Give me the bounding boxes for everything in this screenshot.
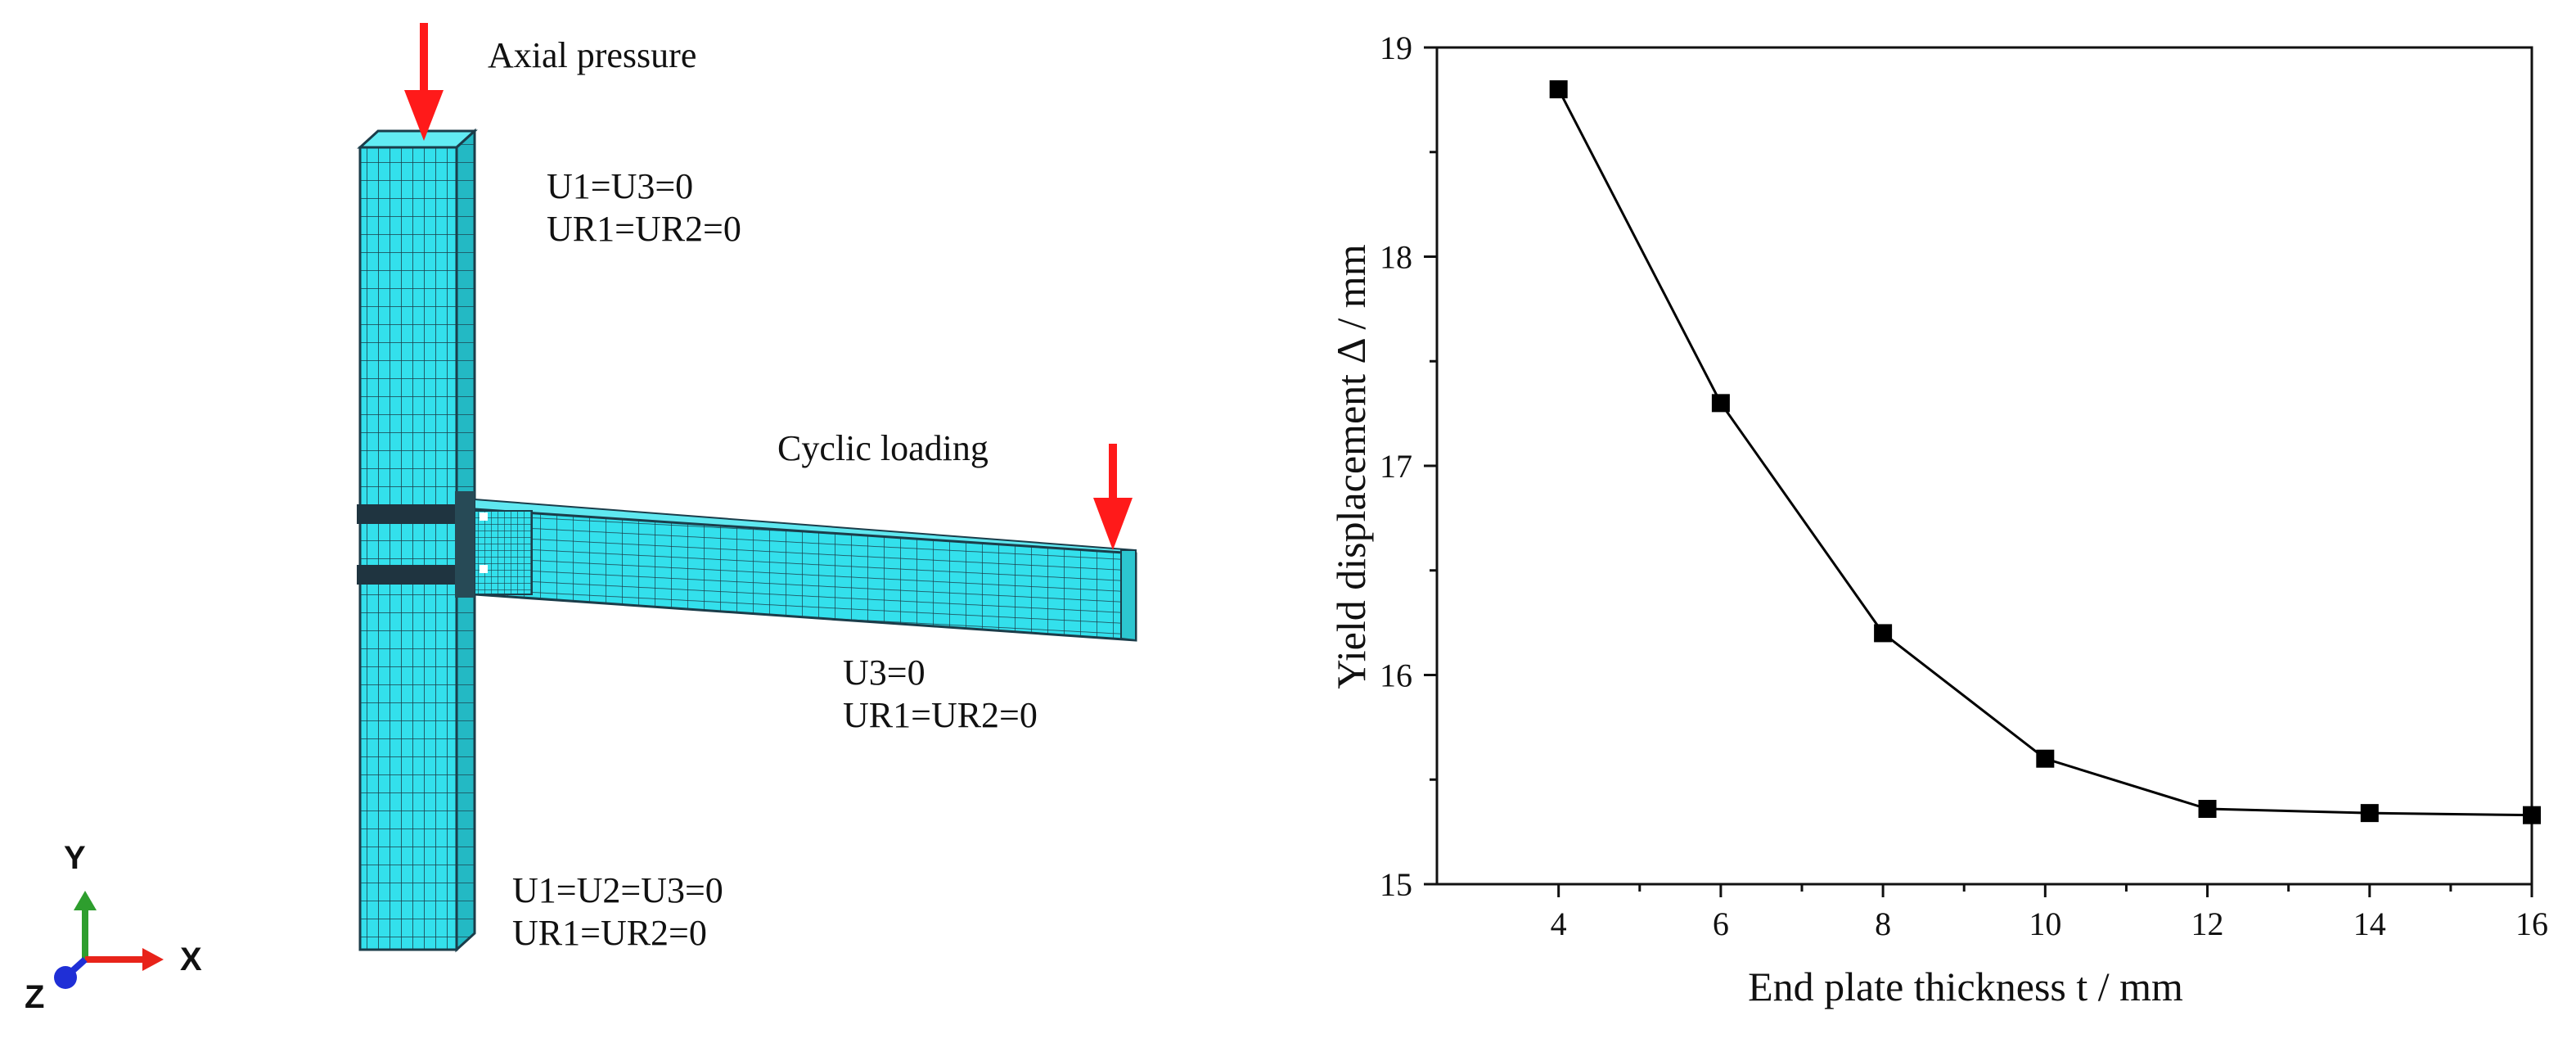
column-top-bc-line1: U1=U3=0 — [547, 166, 694, 206]
x-tick-label: 14 — [2353, 905, 2386, 942]
data-point-marker — [1874, 624, 1893, 643]
z-axis-dot-icon — [54, 966, 77, 989]
y-tick-label: 17 — [1380, 448, 1412, 485]
data-point-marker — [2523, 806, 2541, 824]
triad-x-label: X — [180, 941, 202, 978]
data-point-marker — [2360, 804, 2379, 823]
chart-y-axis-label: Yield displacement Δ / mm — [1328, 244, 1374, 689]
cyclic-loading-label: Cyclic loading — [777, 428, 989, 468]
column-top-bc-line2: UR1=UR2=0 — [547, 209, 741, 249]
data-point-marker — [2036, 749, 2055, 768]
cyclic-load-arrow — [1093, 444, 1133, 550]
end-plate — [357, 491, 488, 598]
fe-model-diagram — [54, 23, 1137, 989]
axial-load-arrow — [404, 23, 444, 141]
x-tick-label: 4 — [1551, 905, 1567, 942]
data-point-marker — [1711, 394, 1730, 413]
series-line — [1557, 88, 2533, 817]
column-base-bc-line1: U1=U2=U3=0 — [512, 870, 723, 910]
y-axis-arrow-icon — [74, 891, 97, 910]
beam-end-bc-line2: UR1=UR2=0 — [843, 695, 1038, 735]
y-tick-label: 15 — [1380, 866, 1412, 903]
x-tick-label: 6 — [1713, 905, 1729, 942]
y-tick-label: 16 — [1380, 657, 1412, 694]
y-tick-label: 19 — [1380, 29, 1412, 66]
x-tick-label: 16 — [2515, 905, 2548, 942]
axial-pressure-label: Axial pressure — [488, 35, 697, 75]
x-axis-arrow-icon — [142, 948, 164, 971]
column-base-bc-line2: UR1=UR2=0 — [512, 913, 707, 953]
triad-z-label: Z — [25, 979, 45, 1015]
triad-y-label: Y — [64, 840, 86, 876]
column — [357, 128, 478, 953]
y-tick-label: 18 — [1380, 239, 1412, 276]
data-point-marker — [2198, 800, 2217, 819]
chart-x-axis-label: End plate thickness t / mm — [1748, 964, 2183, 1009]
chart-plot-frame — [1435, 46, 2533, 886]
x-tick-label: 12 — [2191, 905, 2224, 942]
data-point-marker — [1549, 80, 1568, 99]
beam-end-bc-line1: U3=0 — [843, 652, 925, 693]
x-tick-label: 8 — [1875, 905, 1891, 942]
coordinate-triad — [54, 891, 164, 989]
beam — [473, 498, 1137, 642]
x-tick-label: 10 — [2029, 905, 2061, 942]
